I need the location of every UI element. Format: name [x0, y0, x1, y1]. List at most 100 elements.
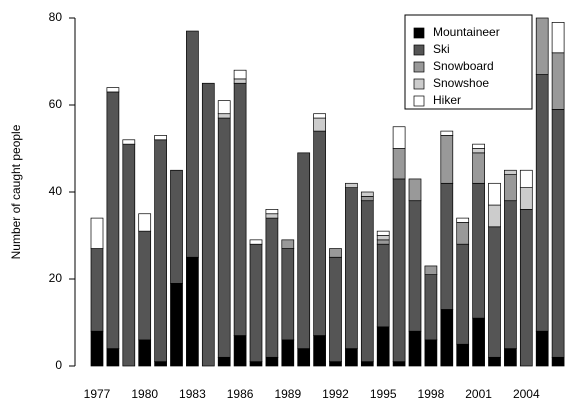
bar-segment [265, 213, 279, 219]
bar-segment [90, 248, 104, 332]
bar-segment [329, 256, 342, 363]
bar-segment [376, 326, 390, 367]
bar-segment [122, 139, 136, 145]
bar-segment [313, 113, 326, 119]
bar-segment [456, 343, 470, 367]
bar-segment [472, 143, 485, 149]
bar-segment [217, 117, 231, 358]
bar-segment [233, 335, 247, 367]
x-tick-label: 1986 [227, 387, 254, 401]
bar-segment [504, 200, 517, 349]
y-tick-label: 80 [49, 10, 63, 24]
bar-segment [233, 69, 247, 80]
legend-label: Ski [433, 42, 450, 56]
bar-segment [408, 330, 422, 367]
bar-segment [392, 126, 406, 149]
bar-segment [472, 152, 485, 184]
bar-segment [313, 130, 326, 336]
bar-segment [281, 239, 295, 249]
bar-segment [376, 243, 390, 328]
bar-segment [106, 348, 120, 367]
x-tick-label: 1998 [418, 387, 445, 401]
bar-segment [345, 348, 358, 367]
bar-segment [217, 100, 231, 115]
legend-label: Hiker [433, 93, 461, 107]
bar-segment [360, 191, 374, 197]
bar-segment [392, 361, 406, 367]
bar-segment [170, 169, 183, 284]
y-tick-label: 0 [55, 358, 62, 372]
bar-segment [424, 274, 438, 341]
bar-segment [519, 187, 533, 210]
bar-segment [170, 283, 183, 367]
bar-segment [122, 143, 136, 367]
bar-segment [551, 108, 565, 358]
bar-segment [217, 356, 231, 367]
bar-segment [504, 348, 517, 367]
legend-swatch [413, 78, 425, 90]
bar-segment [472, 148, 485, 154]
bar-segment [488, 356, 501, 367]
bar-segment [488, 204, 501, 228]
bar-segment [360, 361, 374, 367]
bar-segment [519, 209, 533, 367]
bar-segment [472, 182, 485, 319]
x-tick-label: 1983 [179, 387, 206, 401]
legend-swatch [413, 44, 425, 56]
bar-segment [424, 265, 438, 276]
bar-segment [90, 330, 104, 367]
bar-segment [408, 200, 422, 332]
bar-segment [265, 356, 279, 367]
bar-segment [297, 348, 311, 367]
bar-segment [90, 217, 104, 249]
bar-segment [154, 361, 167, 367]
bar-segment [551, 52, 565, 110]
bar-segment [376, 239, 390, 245]
bar-segment [360, 200, 374, 362]
legend-label: Snowboard [433, 59, 494, 73]
bar-segment [217, 113, 231, 119]
bar-segment [519, 169, 533, 188]
bar-segment [408, 178, 422, 202]
bar-segment [186, 256, 199, 367]
bar-segment [249, 361, 263, 367]
bar-segment [313, 335, 326, 367]
x-tick-label: 1977 [84, 387, 111, 401]
bar-segment [456, 217, 470, 223]
bar-segment [472, 317, 485, 367]
bar-segment [297, 152, 311, 349]
y-tick-label: 60 [49, 97, 63, 111]
x-tick-label: 1989 [274, 387, 301, 401]
bar-segment [233, 78, 247, 84]
bar-segment [249, 243, 263, 362]
x-tick-label: 1992 [322, 387, 349, 401]
legend-swatch [413, 61, 425, 73]
bar-segment [440, 309, 454, 367]
bar-segment [551, 22, 565, 54]
bar-segment [535, 17, 549, 75]
bar-segment [440, 135, 454, 184]
legend-box [404, 14, 533, 110]
y-tick-label: 20 [49, 271, 63, 285]
legend-label: Snowshoe [433, 76, 489, 90]
bar-segment [535, 330, 549, 367]
bar-segment [233, 82, 247, 336]
y-tick-label: 40 [49, 184, 63, 198]
bar-segment [154, 139, 167, 363]
x-tick-label: 1995 [370, 387, 397, 401]
bar-segment [360, 196, 374, 202]
bar-segment [329, 248, 342, 258]
bar-segment [201, 82, 215, 367]
bar-segment [249, 239, 263, 245]
bar-segment [265, 209, 279, 215]
bar-segment [535, 74, 549, 332]
bar-segment [186, 30, 199, 258]
bar-segment [392, 148, 406, 180]
bar-segment [376, 230, 390, 236]
bar-segment [488, 226, 501, 358]
x-tick-label: 2001 [465, 387, 492, 401]
bar-segment [313, 117, 326, 132]
legend-swatch [413, 27, 425, 39]
x-tick-label: 1980 [131, 387, 158, 401]
